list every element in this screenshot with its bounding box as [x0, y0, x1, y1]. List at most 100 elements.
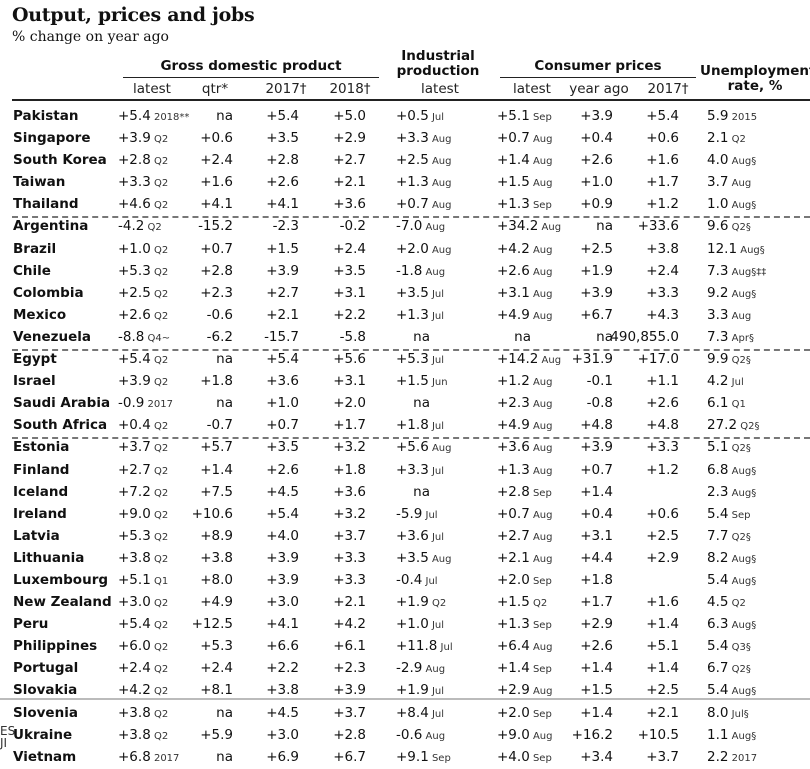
cell-cpi-latest-period: Aug: [529, 377, 553, 389]
cell-ip-latest: +0.5 Jul: [396, 108, 444, 124]
cell-gdp-latest-value: +2.4: [118, 660, 151, 677]
cell-ip-latest-period: Q2: [428, 598, 447, 610]
cell-cpi-2017-value: +2.6: [646, 395, 679, 412]
cell-unemployment: 2.2 2017: [707, 749, 757, 765]
cell-cpi-2017-value: +2.1: [646, 704, 679, 721]
header-gdp: Gross domestic product: [160, 58, 342, 74]
cell-gdp-latest: +5.4 Q2: [118, 616, 168, 632]
header-cpi-rule: [500, 77, 696, 78]
cell-cpi-2017-value: +2.5: [646, 527, 679, 544]
cell-cpi-2017: +17.0: [638, 351, 679, 367]
cell-gdp-latest-value: +3.0: [118, 594, 151, 611]
cell-ip-latest-period: Jul: [422, 509, 438, 521]
cell-gdp-latest-period: Q2: [150, 134, 169, 146]
cell-cpi-latest-value: +1.3: [497, 196, 530, 213]
cell-gdp-qtr-value: +5.3: [200, 638, 233, 655]
page-edge-text: ES JI: [0, 725, 15, 749]
cell-gdp-qtr: na: [216, 705, 233, 721]
cell-cpi-yearago: na: [596, 218, 613, 234]
cell-gdp-2017-value: +4.5: [266, 483, 299, 500]
cell-cpi-2017: +1.1: [646, 373, 679, 389]
cell-ip-latest-value: +3.3: [396, 130, 429, 147]
cell-unemployment-period: Q2§: [728, 531, 751, 543]
cell-ip-latest-period: Aug: [428, 134, 452, 146]
cell-cpi-2017-value: +3.8: [646, 240, 679, 257]
cell-cpi-2017: +0.6: [646, 506, 679, 522]
cell-gdp-2017: +2.1: [266, 307, 299, 323]
cell-unemployment-period: Aug§: [728, 575, 757, 587]
cell-gdp-qtr: +1.8: [200, 373, 233, 389]
cell-cpi-yearago-value: +1.4: [580, 483, 613, 500]
cell-ip-latest-value: +1.8: [396, 417, 429, 434]
cell-gdp-latest: +2.5 Q2: [118, 285, 168, 301]
table-row: Luxembourg +5.1 Q1 +8.0 +3.9 +3.3 -0.4 Jul +2.…: [0, 570, 810, 592]
page-edge-text-1: ES: [0, 724, 16, 738]
header-cpi: Consumer prices: [534, 58, 662, 74]
cell-unemployment: 7.3 Aug§‡‡: [707, 263, 766, 279]
cell-cpi-yearago-value: +1.4: [580, 660, 613, 677]
cell-gdp-2018-value: +2.9: [333, 130, 366, 147]
country-name: Slovenia: [13, 704, 78, 721]
cell-gdp-2018-value: +5.6: [333, 351, 366, 368]
cell-gdp-2017: +5.4: [266, 351, 299, 367]
table-row: Pakistan +5.4 2018** na +5.4 +5.0 +0.5 Jul +5.…: [0, 106, 810, 128]
cell-gdp-qtr: +3.8: [200, 550, 233, 566]
cell-gdp-2018: +3.2: [333, 506, 366, 522]
cell-cpi-latest: +4.9 Aug: [497, 417, 553, 433]
cell-gdp-2018: +3.3: [333, 572, 366, 588]
cell-cpi-latest: +1.2 Aug: [497, 373, 553, 389]
cell-gdp-latest: +4.6 Q2: [118, 196, 168, 212]
cell-unemployment: 1.1 Aug§: [707, 727, 756, 743]
cell-ip-latest: -2.9 Aug: [396, 660, 445, 676]
cell-cpi-2017: +1.6: [646, 152, 679, 168]
cell-gdp-qtr-value: na: [216, 748, 233, 765]
cell-unemployment-period: Aug§: [728, 553, 757, 565]
cell-cpi-2017: +10.5: [638, 727, 679, 743]
cell-gdp-2018-value: +3.3: [333, 549, 366, 566]
cell-cpi-latest-period: Aug: [538, 355, 562, 367]
cell-unemployment-period: Aug§‡‡: [728, 266, 767, 278]
cell-gdp-qtr: +8.1: [200, 682, 233, 698]
country-name: Ireland: [13, 505, 67, 522]
cell-unemployment-period: Jul: [728, 377, 744, 389]
country-name: Slovakia: [13, 682, 78, 699]
cell-cpi-yearago-value: +1.7: [580, 594, 613, 611]
cell-unemployment: 5.4 Sep: [707, 506, 751, 522]
cell-gdp-2017-value: +1.0: [266, 395, 299, 412]
cell-unemployment-period: 2017: [728, 752, 758, 764]
cell-ip-latest-period: Jul: [428, 620, 445, 632]
cell-gdp-2017: +1.5: [266, 241, 299, 257]
cell-cpi-latest: +14.2 Aug: [497, 351, 561, 367]
cell-gdp-latest: +7.2 Q2: [118, 484, 168, 500]
cell-gdp-2017: +4.1: [266, 196, 299, 212]
cell-gdp-latest: -8.8 Q4~: [118, 329, 170, 345]
cell-gdp-2018-value: -0.2: [339, 218, 366, 235]
cell-gdp-2018-value: +3.7: [333, 704, 366, 721]
cell-gdp-qtr: na: [216, 749, 233, 765]
cell-cpi-latest-period: Aug: [529, 531, 553, 543]
cell-cpi-yearago: +2.9: [580, 616, 613, 632]
cell-gdp-2017: +3.9: [266, 572, 299, 588]
cell-cpi-latest: +4.0 Sep: [497, 749, 552, 765]
cell-gdp-latest-value: +5.4: [118, 108, 151, 124]
cell-gdp-latest-period: 2017: [144, 399, 173, 411]
table-row: Saudi Arabia -0.9 2017 na +1.0 +2.0 na +2.3 Au…: [0, 393, 810, 415]
cell-gdp-qtr: +1.6: [200, 174, 233, 190]
cell-gdp-latest: +6.8 2017: [118, 749, 179, 765]
country-name: Venezuela: [13, 328, 91, 345]
cell-ip-latest-value: +2.0: [396, 240, 429, 257]
country-name: Peru: [13, 616, 49, 633]
cell-gdp-latest-value: +3.8: [118, 726, 151, 743]
cell-gdp-2018-value: +3.3: [333, 571, 366, 588]
cell-cpi-yearago-value: +0.4: [580, 505, 613, 522]
cell-unemployment-value: 8.0: [707, 704, 729, 721]
cell-gdp-latest: +5.3 Q2: [118, 528, 168, 544]
cell-gdp-qtr-value: +5.7: [200, 439, 233, 456]
cell-cpi-latest-value: +2.7: [497, 527, 530, 544]
cell-cpi-latest: +2.0 Sep: [497, 572, 552, 588]
table-row: Singapore +3.9 Q2 +0.6 +3.5 +2.9 +3.3 Aug +0.7…: [0, 128, 810, 150]
cell-gdp-qtr-value: -0.7: [206, 417, 233, 434]
cell-gdp-2018: -5.8: [340, 329, 366, 345]
cell-gdp-qtr-value: +8.0: [200, 571, 233, 588]
cell-cpi-yearago-value: +0.7: [580, 461, 613, 478]
